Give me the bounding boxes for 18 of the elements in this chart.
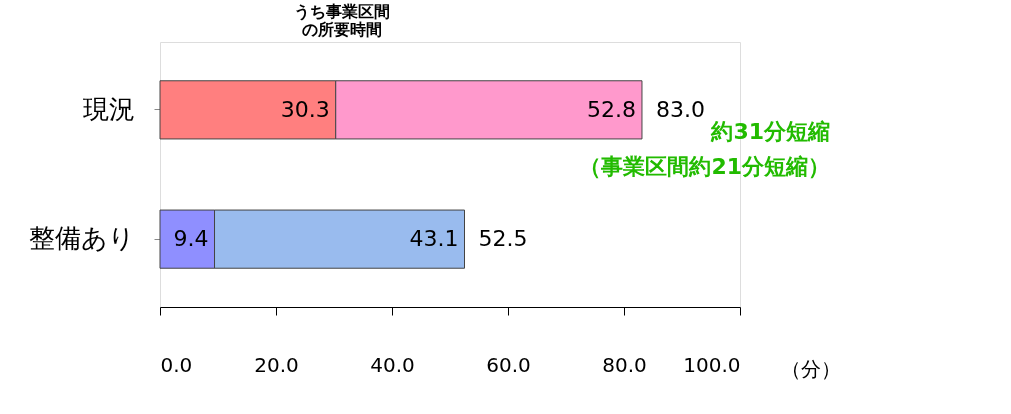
x-axis-title: （分） <box>780 356 841 381</box>
data-label: 9.4 <box>173 226 209 252</box>
x-tick-label: 60.0 <box>486 352 531 377</box>
total-label: 52.5 <box>478 226 528 252</box>
y-tick-label: 現況 <box>82 93 135 124</box>
x-tick-label: 80.0 <box>602 352 647 377</box>
data-label: 30.3 <box>280 96 330 122</box>
total-label: 83.0 <box>655 96 705 122</box>
annotation: （事業区間約21分短縮） <box>579 154 830 179</box>
x-tick-label: 100.0 <box>683 352 741 377</box>
x-tick-label: 40.0 <box>370 352 415 377</box>
data-label: 52.8 <box>587 96 636 122</box>
data-label: 43.1 <box>409 226 459 252</box>
x-tick-label: 0.0 <box>160 352 193 377</box>
y-tick-label: 整備あり <box>28 223 135 254</box>
text: うち事業区間の所要時間 <box>294 2 390 39</box>
annotation: 約31分短縮 <box>710 119 830 144</box>
x-tick-label: 20.0 <box>254 352 299 377</box>
